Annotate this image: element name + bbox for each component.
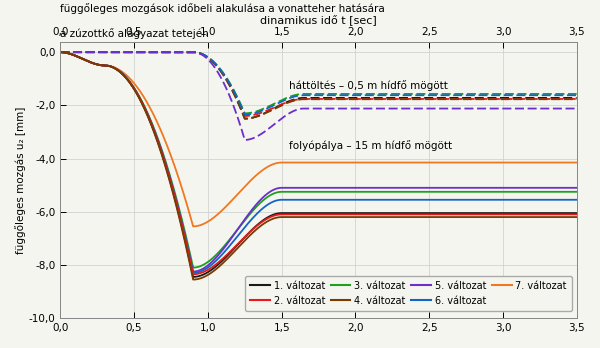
X-axis label: dinamikus idő t [sec]: dinamikus idő t [sec] bbox=[260, 15, 377, 26]
Legend: 1. változat, 2. változat, 3. változat, 4. változat, 5. változat, 6. változat, 7.: 1. változat, 2. változat, 3. változat, 4… bbox=[245, 276, 572, 310]
Text: a zúzottkő alágyazat tetején: a zúzottkő alágyazat tetején bbox=[61, 28, 209, 39]
Text: függőleges mozgások időbeli alakulása a vonatteher hatására: függőleges mozgások időbeli alakulása a … bbox=[61, 3, 385, 15]
Text: háttöltés – 0,5 m hídfő mögött: háttöltés – 0,5 m hídfő mögött bbox=[289, 80, 448, 91]
Text: folyópálya – 15 m hídfő mögött: folyópálya – 15 m hídfő mögött bbox=[289, 140, 452, 151]
Y-axis label: függőleges mozgás u₂ [mm]: függőleges mozgás u₂ [mm] bbox=[15, 106, 26, 253]
